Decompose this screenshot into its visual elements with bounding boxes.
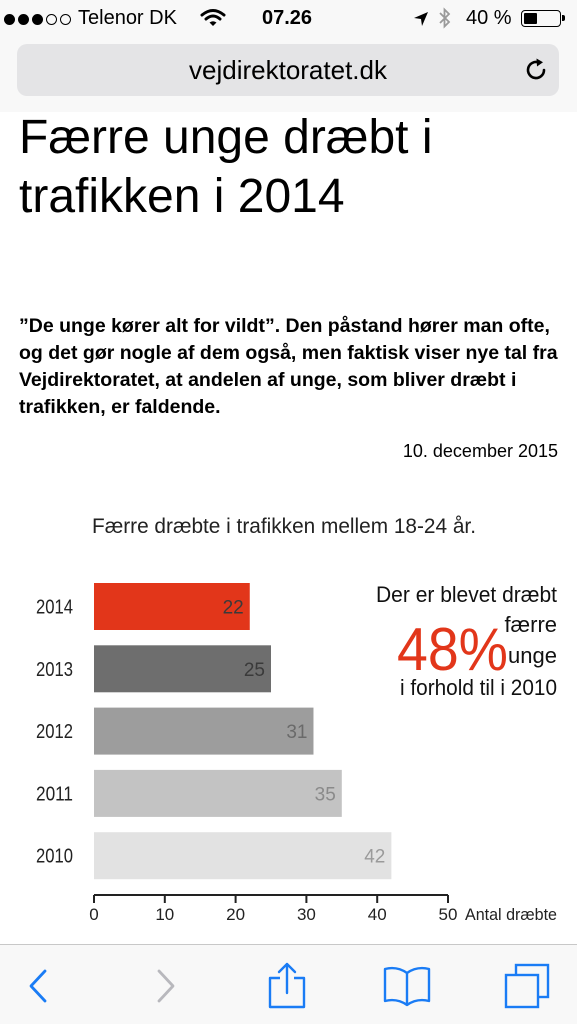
- x-tick-label: 10: [155, 905, 174, 924]
- signal-dot: [32, 13, 43, 25]
- annotation-percent: 48%: [397, 616, 508, 683]
- signal-dot: [18, 13, 29, 25]
- annotation-word-a: færre: [504, 612, 557, 637]
- value-label: 35: [315, 784, 336, 805]
- bluetooth-icon: [439, 7, 451, 29]
- category-label: 2010: [36, 846, 73, 868]
- signal-dot: [60, 13, 71, 25]
- annotation-line1: Der er blevet dræbt: [376, 582, 557, 607]
- battery-percentage: 40 %: [466, 7, 512, 29]
- bookmarks-icon[interactable]: [382, 961, 432, 1011]
- tabs-icon[interactable]: [502, 961, 552, 1011]
- status-bar: Telenor DK 07.26 40 %: [0, 0, 577, 38]
- share-icon[interactable]: [262, 961, 312, 1011]
- url-field[interactable]: vejdirektoratet.dk: [17, 44, 559, 96]
- annotation-line4: i forhold til i 2010: [400, 675, 557, 700]
- x-tick-label: 20: [226, 905, 245, 924]
- article-lead: ”De unge kører alt for vildt”. Den påsta…: [19, 315, 558, 418]
- url-text: vejdirektoratet.dk: [189, 55, 387, 85]
- x-tick-label: 30: [297, 905, 316, 924]
- browser-address-bar: vejdirektoratet.dk: [0, 38, 577, 112]
- chart-title: Færre dræbte i trafikken mellem 18-24 år…: [92, 515, 476, 538]
- bar-2010: [94, 832, 392, 880]
- value-label: 25: [244, 660, 265, 681]
- article-date: 10. december 2015: [402, 441, 558, 461]
- signal-dot: [46, 13, 57, 25]
- signal-strength-icon: [4, 12, 71, 26]
- battery-icon: [521, 10, 565, 27]
- value-label: 31: [286, 722, 307, 743]
- bar-2014: [94, 583, 250, 630]
- back-icon[interactable]: [14, 961, 64, 1011]
- forward-icon: [157, 969, 175, 1003]
- bar-2012: [94, 707, 314, 755]
- signal-dot: [4, 13, 15, 25]
- category-label: 2013: [36, 659, 73, 681]
- category-label: 2011: [36, 783, 73, 805]
- annotation-word-b: unge: [508, 643, 557, 668]
- article-title: Færre unge dræbt i trafikken i 2014: [19, 111, 433, 223]
- killed-young-drivers-chart: Færre dræbte i trafikken mellem 18-24 år…: [36, 515, 557, 924]
- category-label: 2012: [36, 721, 73, 743]
- carrier-name: Telenor DK: [78, 7, 177, 29]
- x-tick-label: 0: [89, 905, 98, 924]
- bar-2013: [94, 645, 271, 693]
- clock: 07.26: [262, 7, 313, 29]
- wifi-icon: [200, 9, 226, 26]
- x-axis-label: Antal dræbte: [465, 905, 557, 924]
- browser-toolbar: [0, 944, 577, 1024]
- value-label: 22: [223, 598, 244, 619]
- x-tick-label: 40: [368, 905, 387, 924]
- x-tick-label: 50: [439, 905, 458, 924]
- bar-2011: [94, 769, 342, 817]
- category-label: 2014: [36, 597, 73, 619]
- location-icon: [414, 12, 428, 26]
- reload-icon[interactable]: [523, 57, 549, 83]
- value-label: 42: [364, 847, 385, 868]
